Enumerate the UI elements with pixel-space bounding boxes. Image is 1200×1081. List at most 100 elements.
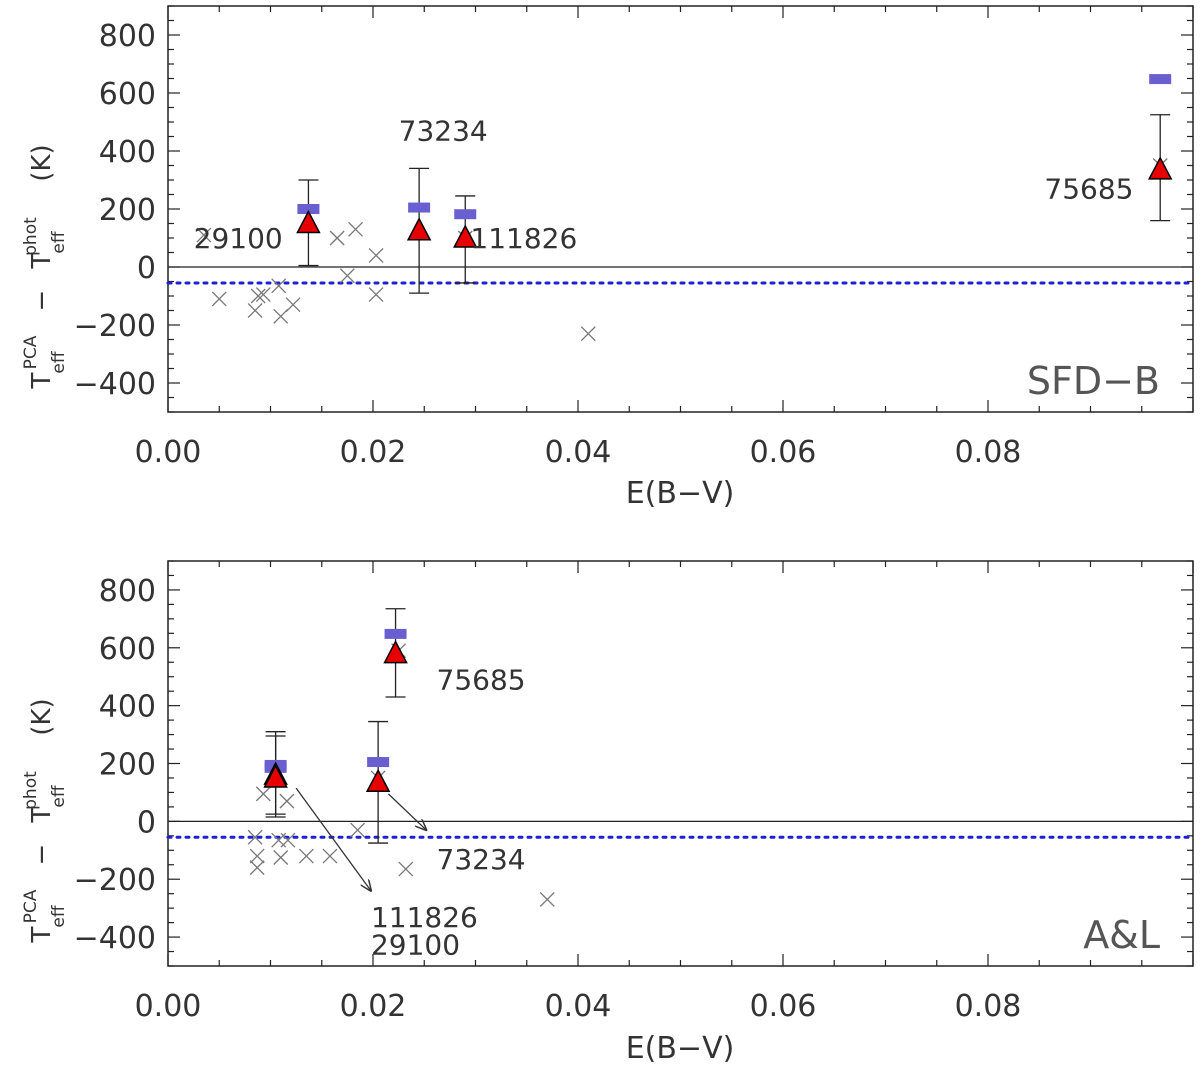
plot-frame bbox=[167, 560, 1194, 967]
cross-stroke bbox=[255, 287, 271, 303]
x-tick-label: 0.02 bbox=[340, 989, 407, 1024]
y-title-t2: T bbox=[27, 806, 57, 823]
y-tick-label: −400 bbox=[74, 921, 156, 956]
y-title-t2: T bbox=[27, 252, 57, 269]
y-title-eff1: eff bbox=[49, 350, 69, 373]
y-tick-label: 200 bbox=[99, 748, 156, 783]
x-tick-label: 0.04 bbox=[545, 989, 612, 1024]
y-tick-label: 400 bbox=[99, 135, 156, 170]
cross-point bbox=[368, 287, 384, 303]
cross-stroke bbox=[255, 786, 271, 802]
y-title-phot: phot bbox=[21, 217, 41, 256]
panel-a-and-l: 0.00 0.02 0.04 0.06 0.08 −400 −200 0 200 400 600 80… bbox=[21, 560, 1195, 1066]
cross-point bbox=[368, 247, 384, 263]
y-tick-label: −400 bbox=[74, 367, 156, 402]
cross-point bbox=[196, 227, 212, 243]
y-title-pca: PCA bbox=[21, 889, 41, 923]
cross-stroke bbox=[273, 850, 289, 865]
cross-point bbox=[398, 861, 414, 877]
cross-point bbox=[273, 308, 289, 324]
y-tick-label: −200 bbox=[74, 863, 156, 898]
y-title-phot: phot bbox=[21, 771, 41, 810]
cross-stroke bbox=[196, 227, 212, 243]
blue-bar-marker bbox=[408, 202, 431, 213]
y-title-pca: PCA bbox=[21, 335, 41, 369]
cross-stroke bbox=[250, 288, 266, 304]
annotation-arrow bbox=[387, 793, 426, 830]
panel-1-content: 0.00 0.02 0.04 0.06 0.08 −400 −200 0 200 400 600 80… bbox=[74, 5, 1195, 470]
x-axis-title: E(B−V) bbox=[626, 476, 735, 511]
cross-stroke bbox=[329, 230, 345, 246]
cross-stroke bbox=[350, 822, 366, 838]
annotation-arrow bbox=[295, 787, 371, 891]
svg-text:T eff PCA: T eff PCA − T eff phot (K) bbox=[21, 144, 69, 389]
plot-frame bbox=[167, 5, 1194, 413]
cross-point bbox=[348, 221, 364, 237]
star-id-label: 111826 bbox=[371, 901, 478, 934]
y-title-eff2: eff bbox=[49, 230, 69, 253]
cross-stroke bbox=[280, 832, 296, 848]
cross-stroke bbox=[298, 848, 314, 864]
x-tick-label: 0.08 bbox=[955, 435, 1022, 470]
x-tick-label: 0.02 bbox=[340, 435, 407, 470]
panel-sfd-b: 0.00 0.02 0.04 0.06 0.08 −400 −200 0 200 400 600 80… bbox=[21, 5, 1195, 511]
red-triangle-marker bbox=[263, 764, 288, 788]
cross-point bbox=[280, 832, 296, 848]
cross-stroke bbox=[271, 278, 287, 294]
x-tick-label: 0.06 bbox=[750, 989, 817, 1024]
cross-point bbox=[249, 848, 265, 864]
y-title-eff2: eff bbox=[49, 784, 69, 807]
cross-stroke bbox=[348, 221, 364, 237]
cross-point bbox=[273, 850, 289, 865]
y-title-eff1: eff bbox=[49, 904, 69, 927]
y-tick-label: 400 bbox=[99, 690, 156, 725]
blue-bar-marker bbox=[1149, 74, 1172, 85]
red-triangle-marker bbox=[296, 209, 321, 234]
y-tick-label: 200 bbox=[99, 193, 156, 228]
cross-stroke bbox=[249, 860, 265, 876]
y-title-t1: T bbox=[27, 372, 57, 389]
cross-point bbox=[322, 848, 338, 864]
blue-bar-marker bbox=[384, 628, 407, 639]
x-tick-label: 0.08 bbox=[955, 989, 1022, 1024]
y-tick-label: 800 bbox=[99, 574, 156, 609]
cross-stroke bbox=[279, 793, 295, 809]
x-axis-title: E(B−V) bbox=[626, 1031, 735, 1066]
y-title-minus: − bbox=[27, 844, 57, 866]
cross-point bbox=[271, 278, 287, 294]
y-axis-title: T eff PCA − T eff phot (K) bbox=[21, 698, 69, 943]
cross-point bbox=[539, 892, 555, 907]
cross-point bbox=[279, 793, 295, 809]
y-tick-label: 0 bbox=[137, 805, 156, 840]
star-id-label: 111826 bbox=[470, 222, 577, 255]
x-tick-label: 0.06 bbox=[750, 435, 817, 470]
cross-stroke bbox=[398, 861, 414, 877]
cross-point bbox=[350, 822, 366, 838]
red-triangle-marker bbox=[453, 224, 478, 248]
x-tick-label: 0.00 bbox=[135, 435, 202, 470]
cross-stroke bbox=[339, 268, 355, 284]
cross-stroke bbox=[247, 303, 263, 318]
cross-stroke bbox=[368, 247, 384, 263]
y-tick-label: −200 bbox=[74, 309, 156, 344]
cross-stroke bbox=[580, 326, 596, 342]
star-id-label: 29100 bbox=[371, 928, 460, 961]
cross-stroke bbox=[285, 297, 301, 313]
cross-stroke bbox=[247, 829, 263, 845]
cross-point bbox=[247, 303, 263, 318]
cross-point bbox=[250, 288, 266, 304]
y-tick-label: 600 bbox=[99, 632, 156, 667]
red-triangle-marker bbox=[383, 639, 408, 664]
star-id-label: 73234 bbox=[399, 115, 488, 148]
red-triangle-marker bbox=[1147, 156, 1173, 180]
blue-bar-marker bbox=[367, 757, 390, 768]
star-id-label: 75685 bbox=[437, 664, 526, 697]
cross-point bbox=[247, 829, 263, 845]
star-id-label: 75685 bbox=[1044, 173, 1133, 206]
y-tick-label: 600 bbox=[99, 77, 156, 112]
panel-2-content: 0.00 0.02 0.04 0.06 0.08 −400 −200 0 200 400 600 80… bbox=[74, 560, 1195, 1024]
cross-point bbox=[211, 291, 227, 307]
blue-bar-marker bbox=[297, 204, 320, 214]
